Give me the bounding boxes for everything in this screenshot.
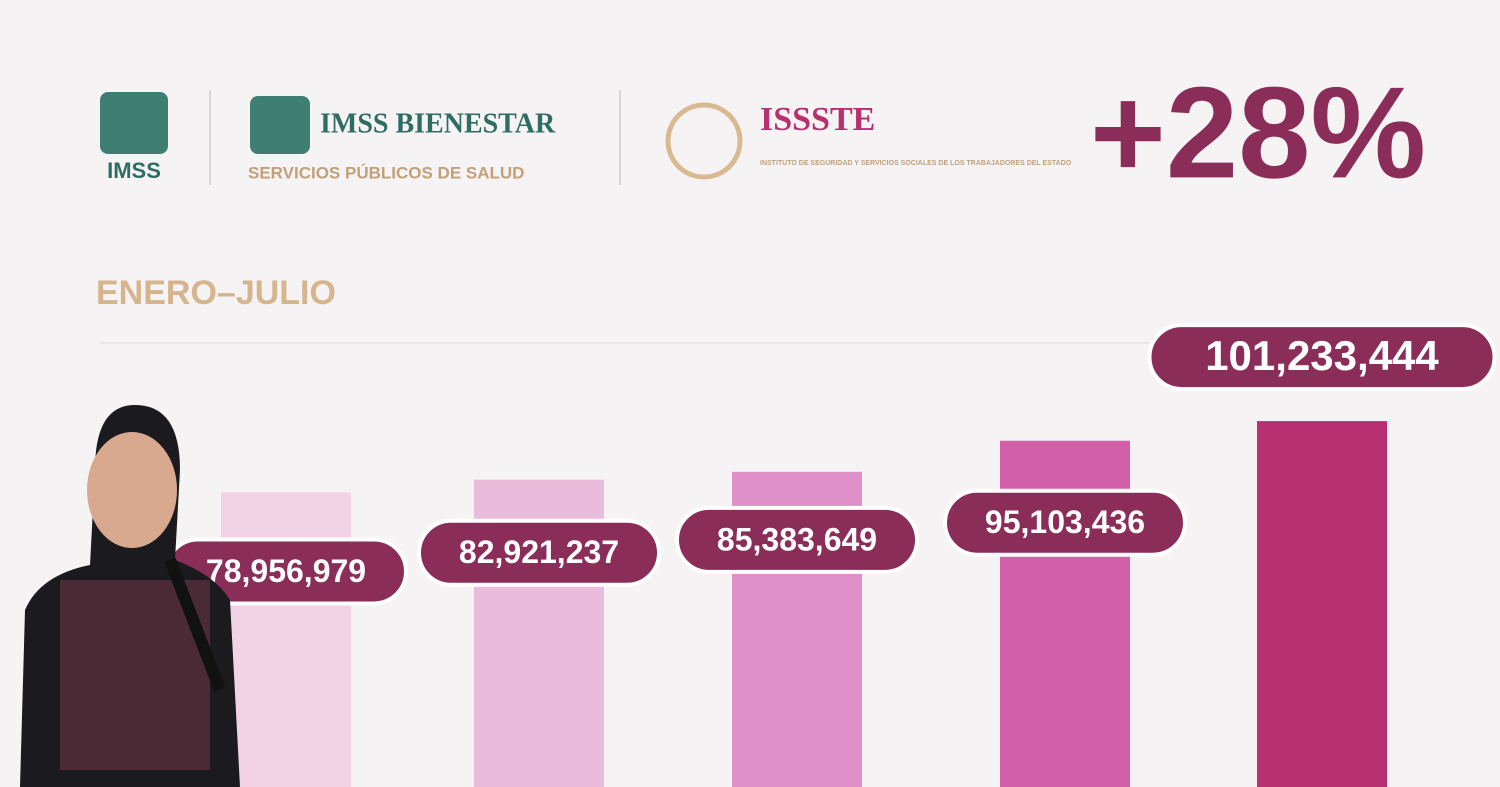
- issste-logo-icon: [665, 102, 743, 180]
- value-label: 82,921,237: [459, 534, 619, 570]
- imss-logo-icon: [100, 92, 168, 154]
- value-label-pill: [943, 488, 1187, 557]
- bar: [221, 492, 351, 787]
- growth-annotation: +28%: [1090, 59, 1426, 205]
- issste-title: ISSSTE: [760, 101, 875, 138]
- value-label: 85,383,649: [717, 521, 877, 557]
- bienestar-logo-icon: [250, 96, 310, 154]
- bienestar-subtitle: SERVICIOS PÚBLICOS DE SALUD: [248, 163, 524, 182]
- chart-title: ENERO–JULIO: [96, 274, 336, 312]
- value-label-pill: [1147, 323, 1497, 392]
- microphone: [164, 557, 226, 693]
- bienestar-title: IMSS BIENESTAR: [320, 108, 556, 139]
- presenter: [20, 405, 240, 787]
- value-label-pill: [675, 505, 919, 574]
- imss-logo-text: IMSS: [107, 158, 161, 183]
- presenter-face: [87, 432, 177, 548]
- value-label: 78,956,979: [206, 553, 366, 589]
- chart: 78,956,979 82,921,237 85,383,649 95,103,436…: [164, 323, 1497, 787]
- value-label: 101,233,444: [1205, 332, 1439, 379]
- value-label: 95,103,436: [985, 504, 1145, 540]
- value-label-pill: [417, 518, 661, 587]
- issste-subtitle: INSTITUTO DE SEGURIDAD Y SERVICIOS SOCIA…: [760, 160, 1072, 167]
- bar: [1257, 421, 1387, 787]
